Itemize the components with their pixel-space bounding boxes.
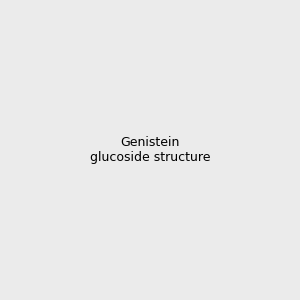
Text: Genistein
glucoside structure: Genistein glucoside structure: [90, 136, 210, 164]
